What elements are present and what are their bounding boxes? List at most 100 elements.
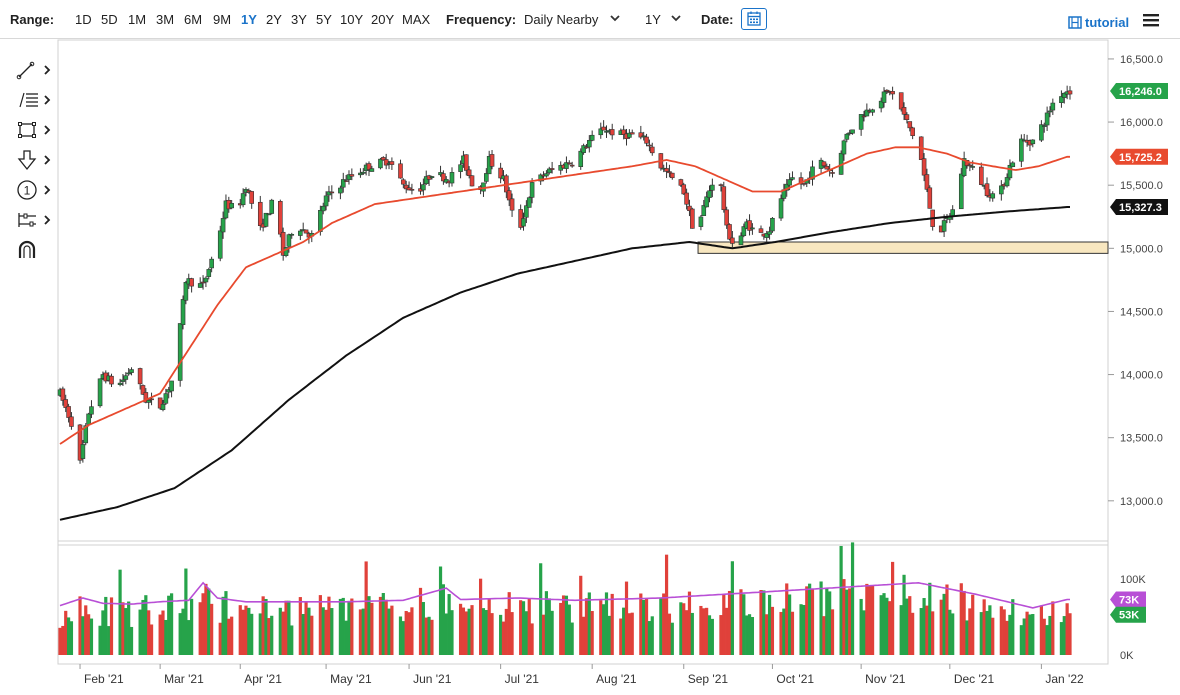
candle xyxy=(266,213,272,216)
range-1d[interactable]: 1D xyxy=(75,12,92,27)
candle xyxy=(764,233,770,238)
volume-bar xyxy=(227,618,231,655)
candle xyxy=(807,177,812,180)
volume-bar xyxy=(922,598,926,655)
candle xyxy=(690,208,695,229)
volume-bar xyxy=(164,619,168,655)
range-5d[interactable]: 5D xyxy=(101,12,118,27)
volume-bar xyxy=(221,596,225,655)
candle xyxy=(970,166,976,168)
range-20y[interactable]: 20Y xyxy=(371,12,395,27)
candle xyxy=(183,282,189,301)
period-select[interactable]: 1Y xyxy=(645,12,661,27)
volume-bar xyxy=(298,597,302,655)
volume-bar xyxy=(765,614,769,655)
arrow-tool[interactable] xyxy=(14,148,54,172)
candle xyxy=(921,158,927,176)
fibonacci-tool[interactable] xyxy=(14,88,54,112)
candle xyxy=(850,129,855,134)
candle xyxy=(501,175,506,180)
range-2y[interactable]: 2Y xyxy=(266,12,282,27)
volume-bar xyxy=(839,545,843,655)
chevron-down-icon[interactable] xyxy=(671,13,681,23)
candle xyxy=(280,231,286,256)
volume-bar xyxy=(942,593,946,655)
candle xyxy=(578,150,584,167)
volume-bar xyxy=(759,590,763,655)
range-max[interactable]: MAX xyxy=(402,12,431,27)
range-10y[interactable]: 10Y xyxy=(340,12,364,27)
candle xyxy=(549,168,555,170)
date-tick-label: Jun '21 xyxy=(413,672,452,686)
range-5y[interactable]: 5Y xyxy=(316,12,332,27)
volume-bar xyxy=(241,609,245,655)
measure-tool[interactable] xyxy=(14,208,54,232)
volume-bar xyxy=(207,588,211,655)
volume-bar xyxy=(470,605,474,655)
film-icon[interactable] xyxy=(1068,16,1082,29)
trendline-tool[interactable] xyxy=(14,58,54,82)
volume-bar xyxy=(642,599,646,655)
volume-bar xyxy=(1022,618,1026,655)
volume-bar xyxy=(742,594,746,655)
candle xyxy=(237,203,243,206)
candle xyxy=(506,190,512,201)
volume-bar xyxy=(899,605,903,655)
candle xyxy=(443,179,449,183)
candle xyxy=(981,185,987,187)
candle xyxy=(566,162,572,165)
candle xyxy=(223,200,229,219)
range-1m[interactable]: 1M xyxy=(128,12,147,27)
volume-bar xyxy=(619,618,623,655)
number-marker-tool[interactable]: 1 xyxy=(14,178,54,202)
menu-icon[interactable] xyxy=(1143,13,1159,27)
range-3y[interactable]: 3Y xyxy=(291,12,307,27)
candle xyxy=(730,237,735,244)
magnet-tool[interactable] xyxy=(14,238,54,262)
candle xyxy=(518,209,523,228)
candle xyxy=(200,281,206,284)
candle xyxy=(149,398,154,401)
candle xyxy=(561,164,566,169)
candle xyxy=(441,173,446,182)
volume-bar xyxy=(779,611,783,655)
candle xyxy=(486,156,492,175)
frequency-select[interactable]: Daily Nearby xyxy=(524,12,599,27)
volume-bar xyxy=(550,610,554,655)
volume-bar xyxy=(928,582,932,655)
candle xyxy=(747,220,752,231)
candle xyxy=(220,218,226,233)
range-3m[interactable]: 3M xyxy=(156,12,175,27)
volume-bar xyxy=(699,605,703,655)
volume-bar xyxy=(610,593,614,655)
candle xyxy=(140,385,146,395)
volume-bar xyxy=(931,611,935,655)
tutorial-link[interactable]: tutorial xyxy=(1085,15,1130,30)
candle xyxy=(57,389,63,396)
volume-bar xyxy=(201,593,205,655)
candle xyxy=(120,379,126,382)
volume-bar xyxy=(667,613,672,655)
candle xyxy=(587,140,592,148)
rectangle-tool[interactable] xyxy=(14,118,54,142)
volume-bar xyxy=(662,593,666,655)
volume-bar xyxy=(790,611,795,655)
candle xyxy=(426,175,432,180)
range-6m[interactable]: 6M xyxy=(184,12,203,27)
range-1y[interactable]: 1Y xyxy=(241,12,257,27)
candle xyxy=(558,165,564,171)
volume-bar xyxy=(184,568,188,655)
volume-bar xyxy=(962,590,966,655)
candle xyxy=(890,91,895,95)
chevron-down-icon[interactable] xyxy=(610,13,620,23)
candle xyxy=(100,374,106,379)
volume-bar xyxy=(702,608,706,655)
ma200-tag-shape xyxy=(1110,198,1168,215)
range-9m[interactable]: 9M xyxy=(213,12,232,27)
candle xyxy=(97,378,103,407)
candle xyxy=(366,163,372,170)
volume-bar xyxy=(581,616,586,655)
candle xyxy=(638,132,644,138)
calendar-button[interactable] xyxy=(741,8,767,30)
candle xyxy=(618,130,624,135)
